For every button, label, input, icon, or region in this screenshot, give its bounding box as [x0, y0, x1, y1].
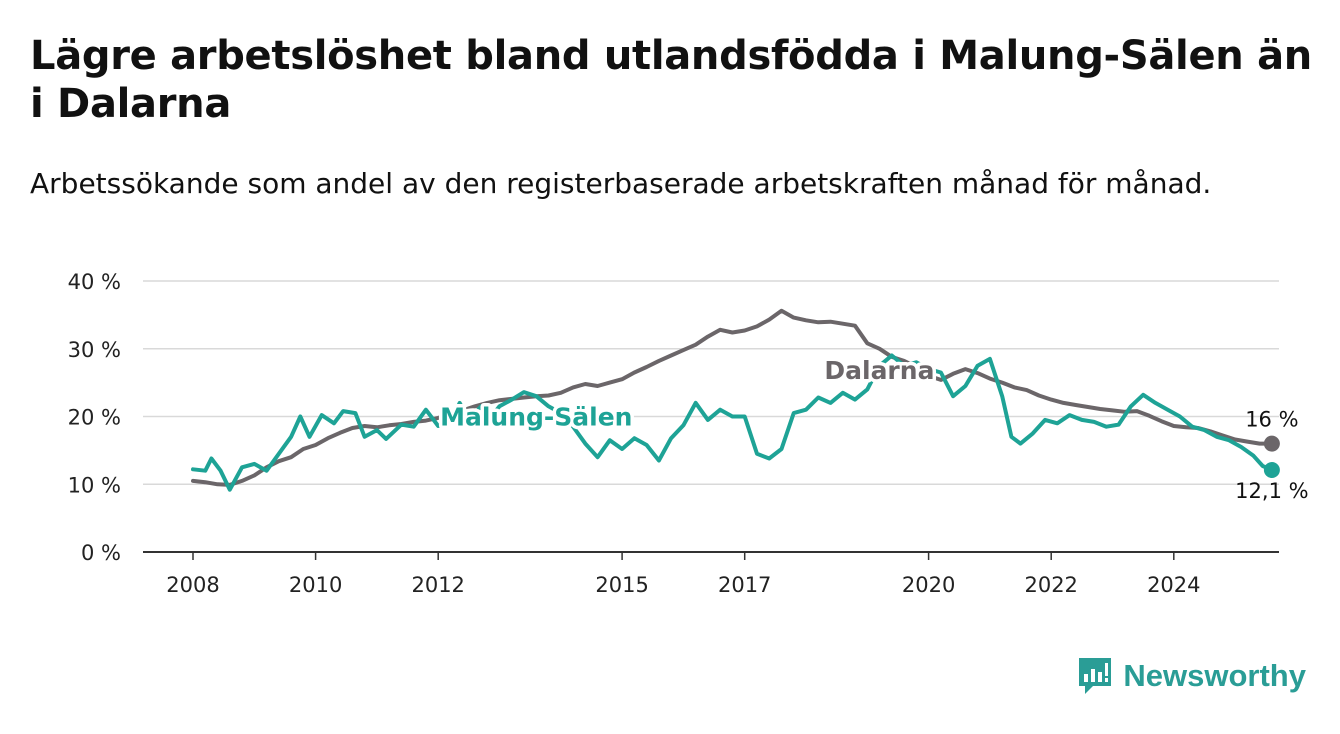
series-end-point — [1263, 435, 1280, 452]
grid-lines — [143, 280, 1279, 485]
newsworthy-logo-icon — [1079, 658, 1112, 694]
x-tick-label: 2020 — [902, 573, 955, 597]
chart-subtitle: Arbetssökande som andel av den registerb… — [30, 167, 1212, 200]
series-name-label: Dalarna — [824, 356, 934, 385]
series-line-dalarna — [191, 308, 1274, 487]
series-labels: 16 % 12,1 % Dalarna Malung-Sälen — [437, 353, 1309, 503]
x-tick-label: 2010 — [289, 573, 342, 597]
x-tick-label: 2015 — [595, 573, 648, 597]
y-tick-label: 20 % — [68, 406, 121, 430]
y-tick-label: 40 % — [68, 270, 121, 294]
x-tick-label: 2008 — [166, 573, 219, 597]
x-axis: 2008 2010 2012 2015 2017 2020 2022 2024 — [143, 551, 1279, 597]
series-end-label: 12,1 % — [1235, 479, 1308, 503]
y-tick-label: 30 % — [68, 338, 121, 362]
line-chart: 0 % 10 % 20 % 30 % 40 % 2008 2010 2012 2015 2017… — [68, 270, 1309, 597]
x-tick-label: 2012 — [411, 573, 464, 597]
series-end-point — [1263, 462, 1280, 479]
y-tick-label: 10 % — [68, 473, 121, 497]
y-tick-label: 0 % — [81, 541, 121, 565]
series-lines — [191, 308, 1280, 492]
series-end-label: 16 % — [1245, 408, 1298, 432]
x-tick-label: 2017 — [718, 573, 771, 597]
x-tick-label: 2022 — [1024, 573, 1077, 597]
brand-logo: Newsworthy — [1077, 656, 1306, 696]
x-tick-label: 2024 — [1147, 573, 1200, 597]
series-name-label: Malung-Sälen — [440, 402, 632, 431]
series-line-malung-salen — [191, 353, 1274, 492]
brand-name: Newsworthy — [1123, 658, 1306, 693]
chart-title: Lägre arbetslöshet bland utlandsfödda i … — [30, 33, 1312, 127]
y-axis: 0 % 10 % 20 % 30 % 40 % — [68, 270, 121, 565]
